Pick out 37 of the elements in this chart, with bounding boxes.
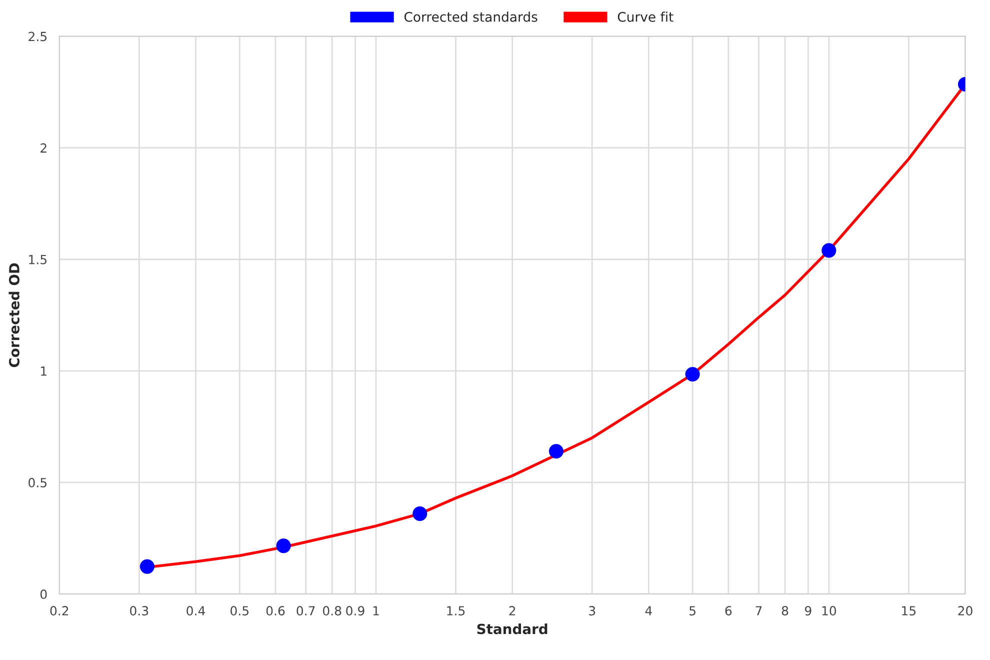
x-tick-label: 3 [589, 606, 596, 616]
x-tick-label: 1.5 [447, 606, 465, 616]
x-tick-label: 6 [725, 606, 732, 616]
x-tick-label: 5 [690, 606, 696, 616]
y-tick-label: 2 [40, 143, 46, 153]
x-tick-label: 1 [373, 606, 379, 616]
point [412, 506, 428, 521]
y-tick-label: 1.5 [29, 255, 47, 264]
legend-label: Corrected standards [404, 12, 538, 22]
x-tick-label: 9 [804, 606, 812, 616]
point [140, 559, 154, 574]
x-axis-title: Standard [477, 623, 548, 634]
point [822, 243, 836, 258]
point [685, 366, 700, 382]
x-tick-label: 20 [958, 606, 972, 616]
x-tick-label: 15 [902, 606, 916, 616]
x-tick-label: 10 [822, 606, 836, 616]
x-tick-label: 0.4 [186, 606, 205, 616]
x-tick-label: 0.2 [50, 606, 68, 616]
point [276, 538, 291, 554]
y-tick-label: 0 [40, 589, 47, 599]
x-tick-label: 0.9 [346, 606, 364, 616]
x-tick-label: 0.5 [230, 606, 248, 616]
x-tick-label: 8 [782, 606, 788, 616]
x-tick-label: 2 [509, 606, 516, 616]
x-tick-label: 0.7 [296, 606, 315, 616]
x-tick-label: 0.8 [322, 606, 342, 616]
x-tick-label: 7 [756, 606, 762, 616]
y-axis-title: Corrected OD [8, 263, 20, 368]
y-tick-label: 0.5 [28, 478, 47, 488]
x-tick-label: 0.3 [130, 606, 148, 616]
y-tick-label: 1 [41, 366, 46, 376]
point [548, 444, 564, 459]
x-tick-label: 4 [645, 606, 652, 616]
legend-label: Curve fit [618, 12, 674, 22]
x-tick-label: 0.6 [266, 606, 285, 616]
y-tick-label: 2.5 [28, 32, 47, 42]
